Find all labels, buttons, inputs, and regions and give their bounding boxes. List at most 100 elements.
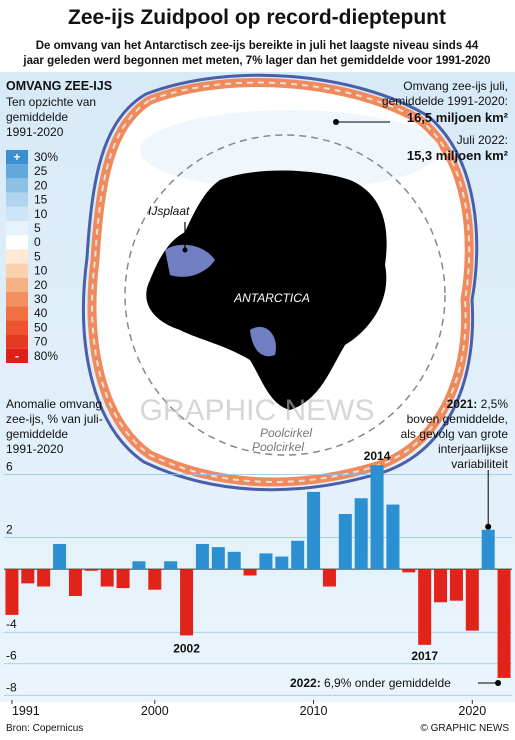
map-note: gemiddelde 1991-2020: <box>382 94 508 108</box>
legend-swatch <box>6 150 28 165</box>
legend-label: 10 <box>34 264 48 278</box>
legend-swatch <box>6 235 28 250</box>
bar <box>195 543 209 570</box>
map-value: 16,5 miljoen km² <box>407 110 509 125</box>
bar <box>354 498 368 570</box>
legend-label: 30 <box>34 292 48 306</box>
leader-dot <box>495 680 502 686</box>
bar <box>211 547 225 570</box>
ice-shelf <box>250 326 276 357</box>
antarctica-continent <box>146 170 387 410</box>
polar-circle <box>124 134 446 456</box>
x-tick-label: 1991 <box>12 704 40 718</box>
legend-swatch <box>6 221 28 236</box>
annotation: 2022: 6,9% onder gemiddelde <box>290 676 451 690</box>
legend-sign: - <box>15 349 19 363</box>
y-tick-label: -8 <box>6 680 17 694</box>
annotation: boven gemiddelde, <box>407 412 508 426</box>
credit: © GRAPHIC NEWS <box>421 723 510 734</box>
legend-label: 5 <box>34 221 41 235</box>
annotation: variabiliteit <box>451 457 508 471</box>
watermark: GRAPHIC NEWS <box>139 394 374 427</box>
leader-dot <box>333 119 339 125</box>
ice-shelf <box>165 244 215 277</box>
x-tick-label: 2010 <box>300 704 328 718</box>
bar <box>434 569 448 603</box>
bar <box>180 569 194 636</box>
subtitle: De omvang van het Antarctisch zee-ijs be… <box>36 40 479 52</box>
legend-swatch <box>6 292 28 307</box>
legend-label: 40 <box>34 306 48 320</box>
legend-subtitle: Ten opzichte van <box>6 95 96 109</box>
annotation-text: 2,5% <box>477 397 508 411</box>
bar <box>132 561 146 570</box>
annotation: 2002 <box>173 641 200 655</box>
subtitle: jaar geleden werd begonnen met meten, 7%… <box>22 55 490 67</box>
legend-swatch <box>6 263 28 278</box>
sea-ice-texture <box>91 81 471 483</box>
annotation: 2017 <box>411 649 438 663</box>
map-value: 15,3 miljoen km² <box>407 148 509 163</box>
leader-dot <box>182 247 188 253</box>
x-tick-label: 2020 <box>458 704 486 718</box>
bar <box>164 561 178 570</box>
bar <box>307 491 321 570</box>
bar <box>481 529 495 570</box>
annotation: interjaarlijkse <box>438 442 508 456</box>
y-axis-label: Anomalie omvang <box>6 397 102 411</box>
bar <box>100 569 114 587</box>
ice-interior <box>140 110 440 190</box>
bar <box>21 569 35 584</box>
bar <box>275 556 289 570</box>
legend-label: 20 <box>34 278 48 292</box>
bar <box>243 569 257 576</box>
bar <box>5 569 19 615</box>
legend-subtitle: gemiddelde <box>6 110 68 124</box>
legend-label: 30% <box>34 150 58 164</box>
legend-swatch <box>6 277 28 292</box>
bar <box>322 569 336 587</box>
legend-swatch <box>6 249 28 264</box>
legend-label: 25 <box>34 164 48 178</box>
x-tick-label: 2000 <box>141 704 169 718</box>
bar <box>68 569 82 596</box>
legend-label: 0 <box>34 235 41 249</box>
map-label: Poolcirkel <box>252 440 304 454</box>
bar <box>370 465 384 570</box>
y-tick-label: -4 <box>6 617 17 631</box>
leader-dot <box>485 523 492 530</box>
legend-label: 15 <box>34 193 48 207</box>
y-tick-label: 6 <box>6 460 13 474</box>
annotation-bold: 2021: <box>447 397 478 411</box>
map-label: ANTARCTICA <box>233 291 310 305</box>
bar <box>84 569 98 571</box>
legend-subtitle: 1991-2020 <box>6 125 64 139</box>
y-tick-label: -6 <box>6 649 17 663</box>
bar <box>291 540 305 570</box>
legend-swatch <box>6 206 28 221</box>
average-extent-line <box>82 73 479 492</box>
legend-label: 80% <box>34 349 58 363</box>
annotation: 2014 <box>364 449 391 463</box>
map-note: Juli 2022: <box>457 133 508 147</box>
annotation: als gevolg van grote <box>401 427 509 441</box>
annotation: 2021: 2,5% <box>447 397 509 411</box>
bar <box>227 551 241 570</box>
bar <box>37 569 51 587</box>
annotation-bold: 2022: <box>290 676 321 690</box>
bar <box>465 569 479 631</box>
bar <box>449 569 463 601</box>
legend-label: 70 <box>34 335 48 349</box>
legend-swatch <box>6 320 28 335</box>
bar <box>116 569 130 589</box>
legend-swatch <box>6 192 28 207</box>
y-axis-label: 1991-2020 <box>6 442 64 456</box>
legend-swatch <box>6 348 28 363</box>
bar <box>259 553 273 570</box>
legend-swatch <box>6 306 28 321</box>
legend-label: 50 <box>34 320 48 334</box>
legend-swatch <box>6 178 28 193</box>
legend-title: OMVANG ZEE-IJS <box>6 79 112 93</box>
legend-swatch <box>6 164 28 179</box>
